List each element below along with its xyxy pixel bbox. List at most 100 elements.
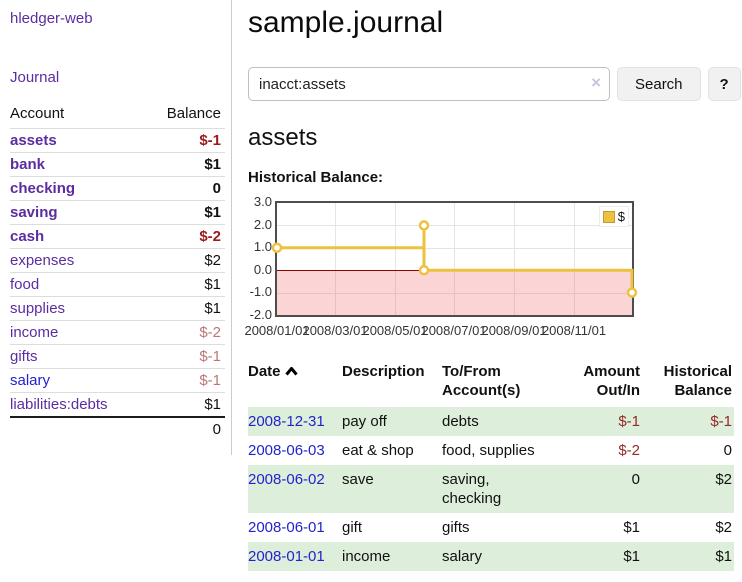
- legend-swatch-icon: [602, 210, 615, 223]
- y-tick: -2.0: [249, 307, 272, 322]
- header-amount: Amount Out/In: [583, 363, 640, 399]
- search-bar: × Search ?: [248, 67, 741, 101]
- transaction-balance: $2: [642, 465, 734, 513]
- accounts-header-balance: Balance: [166, 105, 221, 122]
- search-input[interactable]: [248, 67, 610, 101]
- accounts-table: Account Balance assets $-1 bank $1 check…: [10, 102, 225, 441]
- account-row-bank: bank $1: [10, 152, 225, 177]
- clear-search-icon[interactable]: ×: [591, 73, 601, 92]
- account-row-income: income $-2: [10, 320, 225, 345]
- historical-balance-chart: 3.0 2.0 1.0 0.0 -1.0 -2.0: [244, 195, 741, 341]
- header-balance: Historical Balance: [663, 363, 732, 399]
- account-link-saving[interactable]: saving: [10, 204, 58, 221]
- page-title: sample.journal: [248, 6, 444, 39]
- account-link-food[interactable]: food: [10, 276, 40, 293]
- legend-label: $: [617, 209, 625, 224]
- header-date[interactable]: Date: [248, 359, 342, 407]
- account-balance: $1: [204, 276, 221, 293]
- chart-heading: Historical Balance:: [248, 169, 384, 186]
- x-tick: 2008/09/01: [481, 323, 547, 338]
- transaction-row[interactable]: 2008-06-01 gift gifts $1 $2: [248, 513, 734, 542]
- transaction-date-link[interactable]: 2008-06-01: [248, 519, 325, 536]
- header-description: Description: [342, 363, 425, 380]
- transaction-account: debts: [442, 407, 558, 436]
- brand-link[interactable]: hledger-web: [10, 10, 93, 27]
- transaction-row[interactable]: 2008-12-31 pay off debts $-1 $-1: [248, 407, 734, 436]
- gridline: [454, 203, 455, 315]
- transaction-amount: $-1: [558, 407, 642, 436]
- transaction-date-link[interactable]: 2008-06-03: [248, 442, 325, 459]
- sidebar: hledger-web Journal Account Balance asse…: [0, 0, 232, 455]
- transaction-amount: $1: [623, 519, 640, 536]
- search-button[interactable]: Search: [617, 67, 701, 101]
- transaction-amount: $-2: [618, 442, 640, 459]
- transaction-amount: $1: [558, 542, 642, 571]
- transaction-amount: 0: [558, 465, 642, 513]
- transaction-balance: $-1: [642, 407, 734, 436]
- gridline: [395, 203, 396, 315]
- y-tick: 3.0: [253, 194, 272, 209]
- account-link-bank[interactable]: bank: [10, 156, 46, 173]
- account-balance: $1: [204, 396, 221, 413]
- account-balance: $-1: [199, 348, 221, 365]
- y-tick: -1.0: [249, 284, 272, 299]
- account-row-expenses: expenses $2: [10, 248, 225, 273]
- header-account: To/From Account(s): [442, 363, 521, 399]
- account-link-checking[interactable]: checking: [10, 180, 76, 197]
- account-row-salary: salary $-1: [10, 368, 225, 393]
- transaction-description: pay off: [342, 407, 442, 436]
- account-link-cash[interactable]: cash: [10, 228, 45, 245]
- x-tick: 2008/03/01: [302, 323, 368, 338]
- transaction-row[interactable]: 2008-01-01 income salary $1 $1: [248, 542, 734, 571]
- account-row-saving: saving $1: [10, 200, 225, 225]
- transactions-header-row: Date Description To/From Account(s) Amou…: [248, 359, 734, 407]
- account-link-liabilities-debts[interactable]: liabilities:debts: [10, 396, 108, 413]
- x-tick: 2008/05/01: [362, 323, 428, 338]
- balance-series: [271, 220, 638, 298]
- x-tick: 2008/11/01: [541, 323, 607, 338]
- chart-plot-area[interactable]: $: [271, 201, 638, 317]
- header-date-label: Date: [248, 363, 281, 380]
- account-balance: $1: [204, 204, 221, 221]
- transaction-description: eat & shop: [342, 442, 414, 459]
- account-link-gifts[interactable]: gifts: [10, 348, 38, 365]
- transaction-date-link[interactable]: 2008-12-31: [248, 413, 325, 430]
- transaction-date-link[interactable]: 2008-01-01: [248, 548, 325, 565]
- transaction-description: gift: [342, 519, 363, 536]
- gridline: [574, 203, 575, 315]
- transaction-date-link[interactable]: 2008-06-02: [248, 471, 325, 488]
- transaction-balance: $2: [715, 519, 732, 536]
- transaction-balance: $1: [642, 542, 734, 571]
- account-link-salary[interactable]: salary: [10, 372, 51, 389]
- help-button[interactable]: ?: [707, 67, 741, 101]
- nav-journal-link[interactable]: Journal: [10, 69, 60, 86]
- transaction-description: income: [342, 542, 442, 571]
- account-link-supplies[interactable]: supplies: [10, 300, 66, 317]
- account-link-assets[interactable]: assets: [10, 132, 57, 149]
- account-row-gifts: gifts $-1: [10, 344, 225, 369]
- account-link-expenses[interactable]: expenses: [10, 252, 75, 269]
- sort-ascending-icon: [284, 362, 298, 381]
- account-balance: $1: [204, 156, 221, 173]
- y-tick: 2.0: [253, 217, 272, 232]
- gridline: [335, 203, 336, 315]
- account-balance: $-2: [199, 324, 221, 341]
- gridline: [514, 203, 515, 315]
- account-balance: $-1: [199, 372, 221, 389]
- transaction-account: gifts: [442, 519, 470, 536]
- account-balance: 0: [212, 180, 221, 197]
- account-balance: $-2: [199, 228, 221, 245]
- y-tick: 0.0: [253, 262, 272, 277]
- account-balance: $-1: [199, 132, 221, 149]
- account-row-food: food $1: [10, 272, 225, 297]
- account-balance: $2: [204, 252, 221, 269]
- transaction-row[interactable]: 2008-06-02 save saving, checking 0 $2: [248, 465, 734, 513]
- transactions-table: Date Description To/From Account(s) Amou…: [248, 359, 734, 571]
- accounts-total-row: 0: [10, 417, 225, 441]
- account-balance: $1: [204, 300, 221, 317]
- transaction-row[interactable]: 2008-06-03 eat & shop food, supplies $-2…: [248, 436, 734, 465]
- account-link-income[interactable]: income: [10, 324, 59, 341]
- accounts-total: 0: [212, 421, 221, 438]
- accounts-header-account: Account: [10, 105, 65, 122]
